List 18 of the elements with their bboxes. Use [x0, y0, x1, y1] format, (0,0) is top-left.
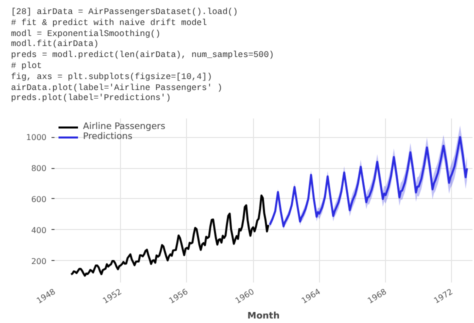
text: preds = modl.predict(len(airData), num_samples=500)	[11, 50, 274, 60]
line-series	[70, 194, 270, 277]
legend-label: Predictions	[83, 132, 132, 142]
y-tick-label: 200	[31, 256, 47, 266]
text: fig, axs = plt.subplots(figsize=[10,4])	[11, 72, 212, 82]
text: modl.fit(airData)	[11, 39, 99, 50]
y-tick-label: 800	[31, 164, 47, 174]
text: preds.plot(label='Predictions')	[11, 93, 171, 104]
text: modl = ExponentialSmoothing()	[11, 28, 161, 39]
x-axis-title: Month	[247, 311, 280, 322]
y-tick-label: 600	[31, 194, 47, 204]
text: # fit & predict with naive drift model	[11, 18, 207, 28]
y-tick-label: 1000	[26, 133, 46, 142]
text: # plot	[11, 60, 42, 71]
text: [28] airData = AirPassengersDataset().load()	[11, 7, 238, 17]
legend-label: Airline Passengers	[83, 122, 166, 132]
y-tick-label: 400	[31, 226, 47, 235]
text: airData.plot(label='Airline Passengers' )	[11, 82, 222, 93]
